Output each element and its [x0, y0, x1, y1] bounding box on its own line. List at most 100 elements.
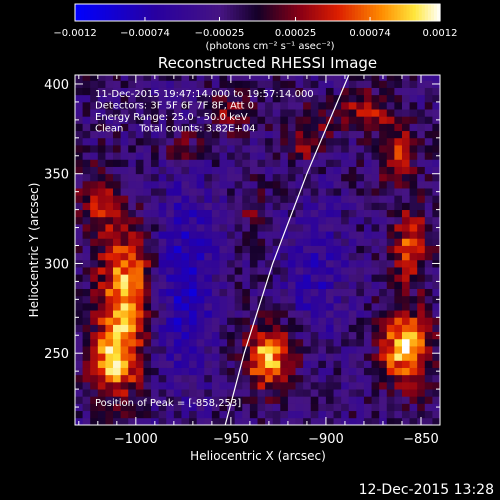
heatmap-cell: [121, 274, 129, 282]
heatmap-cell: [273, 375, 281, 383]
heatmap-cell: [227, 224, 235, 232]
heatmap-cell: [258, 73, 266, 81]
heatmap-cell: [75, 195, 83, 203]
heatmap-cell: [311, 332, 319, 340]
heatmap-cell: [364, 202, 372, 210]
heatmap-cell: [83, 95, 91, 103]
heatmap-cell: [303, 210, 311, 218]
heatmap-cell: [432, 310, 440, 318]
heatmap-cell: [242, 411, 250, 419]
heatmap-cell: [387, 296, 395, 304]
heatmap-cell: [356, 411, 364, 419]
heatmap-cell: [425, 238, 433, 246]
annotation-line: Energy Range: 25.0 - 50.0 keV: [95, 112, 248, 123]
heatmap-cell: [265, 102, 273, 110]
heatmap-cell: [219, 382, 227, 390]
heatmap-cell: [394, 418, 402, 426]
heatmap-cell: [326, 303, 334, 311]
heatmap-cell: [151, 246, 159, 254]
heatmap-cell: [265, 210, 273, 218]
heatmap-cell: [136, 246, 144, 254]
heatmap-cell: [113, 339, 121, 347]
heatmap-cell: [280, 403, 288, 411]
heatmap-cell: [83, 138, 91, 146]
heatmap-cell: [410, 102, 418, 110]
heatmap-cell: [105, 181, 113, 189]
heatmap-cell: [394, 123, 402, 131]
heatmap-cell: [136, 167, 144, 175]
heatmap-cell: [402, 145, 410, 153]
heatmap-cell: [311, 116, 319, 124]
heatmap-cell: [189, 80, 197, 88]
heatmap-cell: [265, 411, 273, 419]
heatmap-cell: [136, 238, 144, 246]
heatmap-cell: [265, 382, 273, 390]
heatmap-cell: [379, 145, 387, 153]
heatmap-cell: [349, 274, 357, 282]
heatmap-cell: [326, 238, 334, 246]
heatmap-cell: [212, 332, 220, 340]
heatmap-cell: [265, 174, 273, 182]
heatmap-cell: [98, 353, 106, 361]
heatmap-cell: [227, 274, 235, 282]
heatmap-cell: [372, 246, 380, 254]
heatmap-cell: [143, 267, 151, 275]
heatmap-cell: [334, 210, 342, 218]
heatmap-cell: [296, 396, 304, 404]
heatmap-cell: [318, 217, 326, 225]
heatmap-cell: [410, 145, 418, 153]
heatmap-cell: [105, 317, 113, 325]
heatmap-cell: [128, 289, 136, 297]
heatmap-cell: [75, 303, 83, 311]
heatmap-cell: [311, 231, 319, 239]
heatmap-cell: [334, 360, 342, 368]
heatmap-cell: [235, 289, 243, 297]
heatmap-cell: [128, 368, 136, 376]
heatmap-cell: [326, 346, 334, 354]
annotation-line: Detectors: 3F 5F 6F 7F 8F, Att 0: [95, 101, 254, 112]
heatmap-cell: [212, 217, 220, 225]
heatmap-cell: [98, 73, 106, 81]
heatmap-cell: [326, 411, 334, 419]
heatmap-cell: [356, 95, 364, 103]
heatmap-cell: [387, 231, 395, 239]
heatmap-cell: [258, 231, 266, 239]
heatmap-cell: [303, 332, 311, 340]
heatmap-cell: [242, 267, 250, 275]
heatmap-cell: [151, 253, 159, 261]
heatmap-cell: [303, 217, 311, 225]
heatmap-cell: [128, 281, 136, 289]
heatmap-cell: [303, 403, 311, 411]
heatmap-cell: [258, 123, 266, 131]
heatmap-cell: [372, 339, 380, 347]
heatmap-cell: [402, 123, 410, 131]
heatmap-cell: [242, 152, 250, 160]
heatmap-cell: [83, 88, 91, 96]
heatmap-cell: [258, 267, 266, 275]
heatmap-cell: [265, 317, 273, 325]
heatmap-cell: [273, 195, 281, 203]
heatmap-cell: [128, 73, 136, 81]
heatmap-cell: [303, 353, 311, 361]
heatmap-cell: [143, 80, 151, 88]
heatmap-cell: [98, 389, 106, 397]
heatmap-cell: [242, 181, 250, 189]
heatmap-cell: [90, 210, 98, 218]
heatmap-cell: [387, 332, 395, 340]
heatmap-cell: [166, 195, 174, 203]
heatmap-cell: [349, 95, 357, 103]
heatmap-cell: [181, 303, 189, 311]
heatmap-cell: [181, 80, 189, 88]
heatmap-cell: [387, 368, 395, 376]
heatmap-cell: [425, 88, 433, 96]
heatmap-cell: [410, 289, 418, 297]
heatmap-cell: [258, 353, 266, 361]
heatmap-cell: [364, 195, 372, 203]
heatmap-cell: [189, 411, 197, 419]
heatmap-cell: [311, 281, 319, 289]
heatmap-cell: [219, 411, 227, 419]
heatmap-cell: [136, 73, 144, 81]
heatmap-cell: [265, 339, 273, 347]
heatmap-cell: [90, 260, 98, 268]
chart-title: Reconstructed RHESSI Image: [158, 54, 377, 72]
